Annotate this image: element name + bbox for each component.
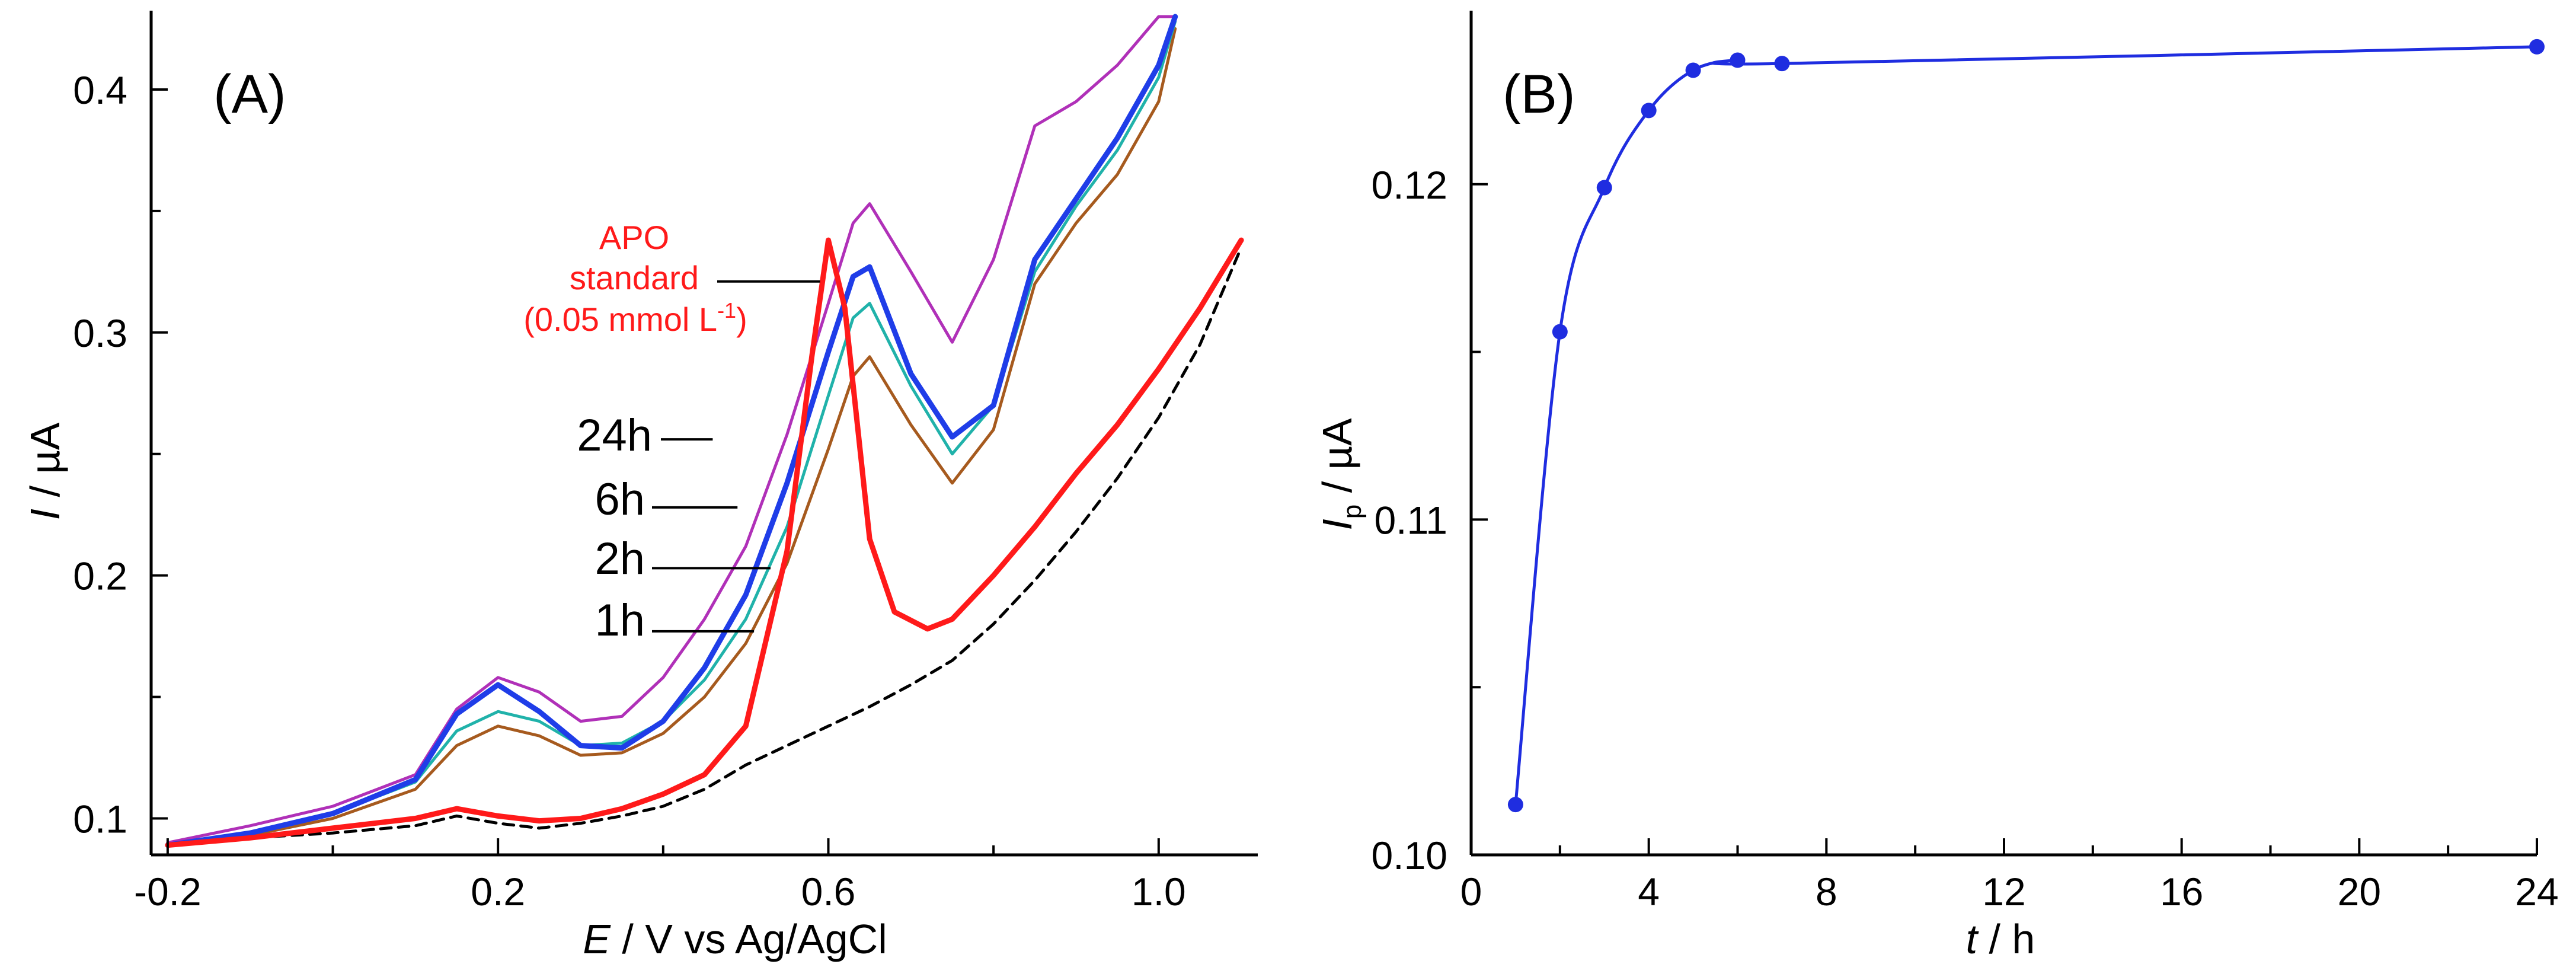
panel-a-ytick-label: 0.3 bbox=[73, 311, 127, 355]
panel-b-ytick-label: 0.11 bbox=[1374, 498, 1447, 542]
series-ip-point bbox=[1685, 62, 1701, 78]
panel-a-ytick-label: 0.1 bbox=[73, 797, 127, 841]
series-ip-point bbox=[1596, 180, 1612, 196]
panel-b-ticks: 0 4 8 12 16 20 24 0.10 0.11 0.12 bbox=[1372, 163, 2559, 914]
panel-a-ylabel: I / µA bbox=[22, 422, 68, 520]
panel-a-xtick-label: 0.2 bbox=[471, 870, 525, 914]
panel-b-xtick-label: 24 bbox=[2515, 870, 2558, 914]
panel-a-ytick-label: 0.4 bbox=[73, 68, 127, 112]
series-ip-line bbox=[1514, 45, 2537, 805]
panel-b-xtick-label: 12 bbox=[1982, 870, 2025, 914]
panel-b-xtick-label: 20 bbox=[2338, 870, 2381, 914]
label-24h: 24h bbox=[577, 410, 652, 461]
series-24h-line bbox=[166, 15, 1177, 844]
panel-b: 0 4 8 12 16 20 24 0.10 0.11 0.12 (B) t / h Ip / µ… bbox=[1314, 11, 2559, 962]
panel-a-series bbox=[165, 14, 1244, 848]
series-ip-point bbox=[1552, 324, 1568, 340]
panel-b-xlabel-symbol: t bbox=[1966, 916, 1979, 962]
label-1h: 1h bbox=[595, 595, 645, 646]
panel-a-ticks: -0.2 0.2 0.6 1.0 0.1 0.2 0.3 0.4 bbox=[73, 68, 1185, 914]
panel-a-ylabel-unit: / µA bbox=[22, 422, 68, 509]
panel-b-ylabel: Ip / µA bbox=[1314, 418, 1367, 531]
series-6h-line bbox=[165, 14, 1178, 848]
panel-b-xtick-label: 8 bbox=[1816, 870, 1837, 914]
series-ip-point bbox=[1774, 56, 1790, 72]
panel-b-xtick-label: 0 bbox=[1460, 870, 1482, 914]
panel-b-ytick-label: 0.12 bbox=[1372, 163, 1447, 207]
panel-b-xtick-label: 4 bbox=[1638, 870, 1660, 914]
series-apo-standard-line bbox=[165, 237, 1244, 848]
panel-b-ylabel-unit: / µA bbox=[1314, 418, 1360, 505]
panel-a-xlabel: E / V vs Ag/AgCl bbox=[583, 916, 887, 962]
panel-a-leader-lines bbox=[652, 280, 820, 633]
panel-b-label: (B) bbox=[1503, 64, 1575, 124]
apo-label-main: (0.05 mmol L bbox=[523, 301, 717, 338]
panel-a-xtick-label: -0.2 bbox=[134, 870, 202, 914]
apo-label-close: ) bbox=[736, 301, 747, 338]
series-blank-line bbox=[166, 245, 1243, 844]
panel-a-ytick-label: 0.2 bbox=[73, 554, 127, 598]
series-1h-line bbox=[166, 27, 1177, 847]
apo-label-line3: (0.05 mmol L-1) bbox=[523, 298, 747, 338]
series-ip-point bbox=[1730, 52, 1746, 68]
panel-a-xtick-label: 0.6 bbox=[801, 870, 856, 914]
label-2h: 2h bbox=[595, 534, 645, 584]
apo-label-line1: APO bbox=[599, 219, 669, 256]
panel-a-ylabel-symbol: I bbox=[22, 509, 68, 520]
panel-a-xtick-label: 1.0 bbox=[1132, 870, 1186, 914]
panel-b-xlabel-unit: / h bbox=[1977, 916, 2035, 962]
series-2h-line bbox=[166, 20, 1177, 847]
series-ip-point bbox=[2529, 39, 2545, 55]
label-6h: 6h bbox=[595, 474, 645, 525]
panel-a-axes bbox=[149, 11, 1258, 857]
apo-label-line2: standard bbox=[570, 259, 699, 296]
panel-a-label: (A) bbox=[213, 64, 286, 124]
panel-b-series bbox=[1507, 39, 2545, 813]
panel-a: -0.2 0.2 0.6 1.00.10.20.30.4 (A) 24h 6h 2h … bbox=[22, 11, 1258, 962]
series-ip-point bbox=[1641, 103, 1657, 119]
panel-b-ylabel-symbol: I bbox=[1314, 519, 1360, 530]
panel-b-ylabel-sub: p bbox=[1338, 505, 1367, 519]
panel-b-xlabel: t / h bbox=[1966, 916, 2035, 962]
apo-label-sup: -1 bbox=[717, 298, 736, 323]
panel-a-xlabel-symbol: E bbox=[583, 916, 611, 962]
series-ip-point bbox=[1507, 797, 1523, 813]
panel-b-ytick-label: 0.10 bbox=[1372, 834, 1447, 877]
panel-a-xlabel-unit: / V vs Ag/AgCl bbox=[611, 916, 887, 962]
panel-b-xtick-label: 16 bbox=[2160, 870, 2203, 914]
